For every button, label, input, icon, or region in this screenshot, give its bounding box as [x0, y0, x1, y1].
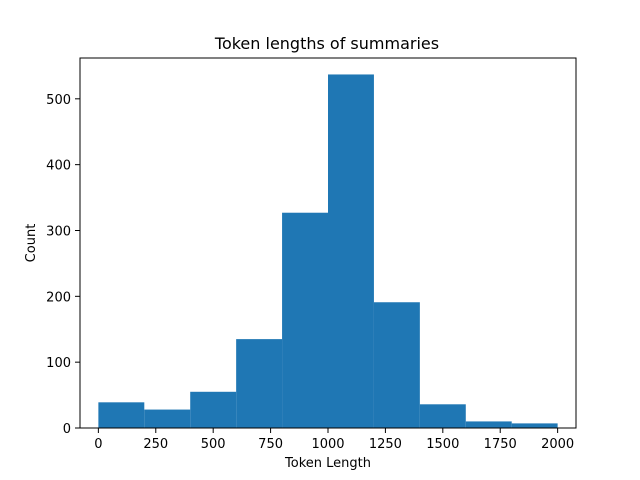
x-tick-label-6: 1500	[426, 437, 459, 452]
bars-group	[98, 74, 558, 429]
histogram-bar-1	[144, 409, 191, 428]
x-tick-label-1: 250	[143, 437, 168, 452]
x-tick-label-5: 1250	[369, 437, 402, 452]
y-tick-label-1: 100	[46, 356, 71, 371]
y-tick-label-2: 200	[46, 290, 71, 305]
histogram-bar-2	[190, 391, 237, 428]
y-tick-label-3: 300	[46, 224, 71, 239]
histogram-bar-3	[236, 339, 283, 428]
x-tick-label-0: 0	[94, 437, 102, 452]
chart-title: Token lengths of summaries	[214, 34, 439, 53]
y-tick-label-4: 400	[46, 159, 71, 174]
x-tick-label-7: 1750	[484, 437, 517, 452]
y-axis-title: Count	[24, 224, 39, 263]
x-tick-label-2: 500	[201, 437, 226, 452]
x-tick-label-4: 1000	[311, 437, 344, 452]
y-axis: 0 100 200 300 400 500	[46, 93, 80, 437]
histogram-bar-8	[465, 421, 512, 428]
x-axis-title: Token Length	[284, 456, 371, 471]
histogram-bar-6	[373, 302, 420, 428]
x-axis: 0 250 500 750 1000 1250 1500 1750 2000	[94, 428, 574, 452]
y-tick-label-5: 500	[46, 93, 71, 108]
histogram-bar-5	[328, 74, 374, 429]
histogram-bar-9	[511, 423, 558, 428]
histogram-bar-4	[282, 212, 328, 428]
histogram-bar-0	[98, 402, 145, 428]
x-tick-label-3: 750	[258, 437, 283, 452]
y-tick-label-0: 0	[63, 422, 71, 437]
x-tick-label-8: 2000	[541, 437, 574, 452]
histogram-bar-7	[419, 404, 466, 428]
